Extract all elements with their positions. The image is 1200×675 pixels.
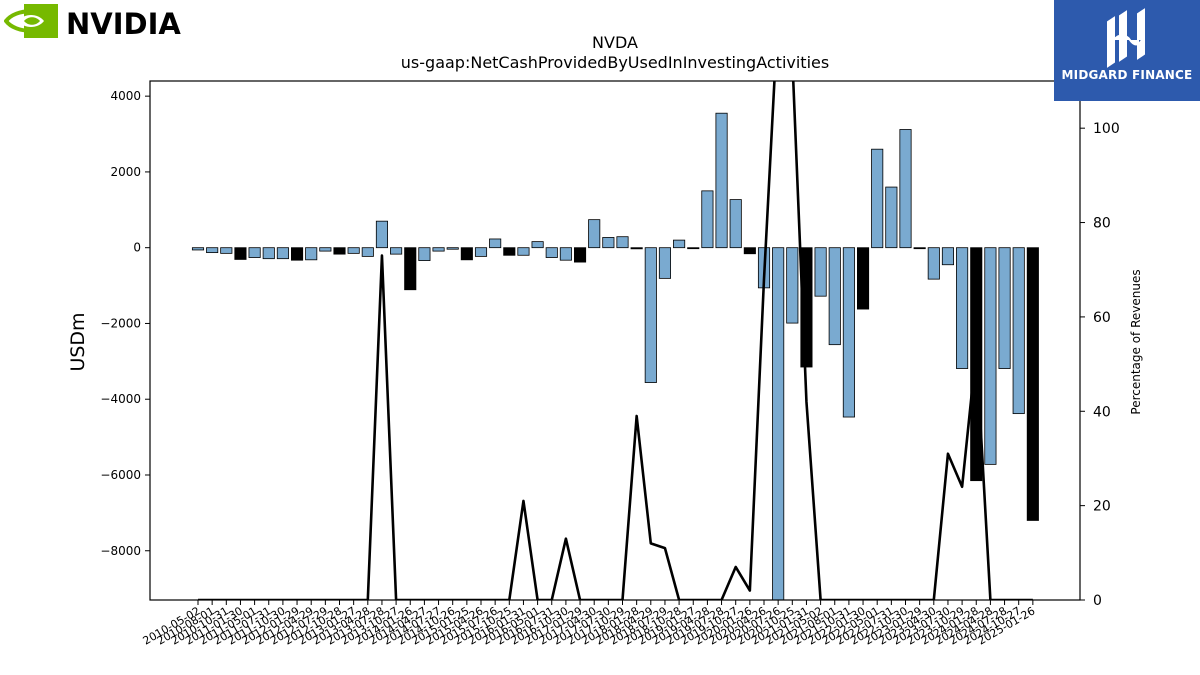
bar-2023-01-29 [913, 247, 926, 250]
bar-2013-04-28 [361, 247, 374, 257]
bar-2012-10-28 [333, 247, 346, 255]
y-tick-label: −6000 [100, 468, 141, 482]
percentage-of-revenues-line [198, 81, 1033, 600]
line-layer [198, 81, 1033, 600]
chart-title: NVDA [592, 33, 638, 52]
bar-2011-01-30 [234, 247, 247, 260]
bar-2020-07-26 [772, 247, 785, 600]
bar-2011-05-01 [248, 247, 261, 258]
y2-tick-label: 40 [1093, 404, 1111, 420]
bar-2013-07-28 [375, 220, 388, 249]
bar-2017-01-29 [574, 247, 587, 263]
bar-2017-04-30 [588, 219, 601, 249]
bar-2015-07-26 [489, 238, 502, 249]
bar-2024-10-27 [1012, 247, 1025, 415]
y-tick-label: 2000 [110, 165, 141, 179]
chart-subtitle: us-gaap:NetCashProvidedByUsedInInvesting… [401, 53, 829, 72]
bar-2012-07-29 [319, 247, 332, 252]
bar-2021-10-31 [842, 247, 855, 418]
y-tick-label: −2000 [100, 316, 141, 330]
bar-2019-10-27 [729, 199, 742, 249]
bar-2013-01-27 [347, 247, 360, 254]
y2-tick-label: 100 [1093, 121, 1120, 137]
bar-2010-08-01 [206, 247, 219, 254]
bar-2019-01-27 [687, 247, 700, 250]
nvidia-wordmark: NVIDIA [66, 7, 181, 41]
bar-2022-01-30 [857, 247, 870, 310]
bar-2020-01-26 [743, 247, 756, 255]
bar-2022-07-31 [885, 186, 898, 249]
plot-frame [149, 80, 1081, 601]
y2-tick-label: 20 [1093, 499, 1111, 515]
bar-2016-10-30 [559, 247, 572, 261]
nvidia-logo: NVIDIA [3, 4, 204, 44]
y-tick-label: 4000 [110, 89, 141, 103]
axes-layer: 4000 2000 0 −2000 −4000 −6000 −8000 0 20 40 60 80 10… [100, 80, 1120, 648]
bar-2024-04-28 [984, 247, 997, 465]
bar-2012-01-29 [290, 247, 304, 261]
bar-2016-05-01 [531, 241, 544, 249]
y2-axis-label: Percentage of Revenues [1129, 269, 1143, 414]
bar-2015-01-25 [460, 247, 473, 261]
y2-tick-label: 80 [1093, 216, 1111, 232]
bar-2011-10-30 [276, 247, 289, 260]
bar-2010-10-31 [220, 247, 233, 254]
bar-2021-01-31 [800, 247, 813, 368]
y2-tick-label: 0 [1093, 593, 1102, 609]
bar-2014-04-27 [418, 247, 431, 261]
bar-2017-10-29 [616, 236, 629, 249]
bar-2023-04-30 [927, 247, 940, 280]
bar-2021-08-01 [828, 247, 841, 346]
bar-2019-07-28 [715, 112, 728, 249]
bar-2018-07-29 [658, 247, 671, 279]
bar-2017-07-30 [602, 237, 615, 249]
bar-2023-10-29 [956, 247, 969, 369]
midgard-emblem-icon [1107, 8, 1145, 68]
bar-2021-05-02 [814, 247, 827, 297]
bar-2010-05-02 [191, 247, 205, 251]
midgard-wordmark: MIDGARD FINANCE [1061, 68, 1193, 82]
bar-2018-10-28 [673, 239, 686, 249]
bar-2016-01-31 [517, 247, 530, 256]
bar-2018-01-28 [630, 247, 643, 250]
bar-2019-04-28 [701, 190, 714, 249]
bar-2015-10-25 [503, 247, 516, 256]
bar-2014-07-27 [432, 247, 445, 252]
bar-2015-04-26 [474, 247, 488, 257]
bar-2025-01-26 [1026, 247, 1039, 521]
y-axis-label: USDm [67, 312, 89, 371]
bar-2014-01-26 [404, 247, 417, 291]
bar-2016-07-31 [545, 247, 558, 258]
bar-2023-07-30 [941, 247, 954, 266]
y2-tick-label: 60 [1093, 310, 1111, 326]
y-tick-label: −8000 [100, 544, 141, 558]
bars-layer [191, 112, 1039, 600]
bar-2022-10-30 [899, 129, 912, 249]
y-tick-label: 0 [133, 241, 141, 255]
bar-2020-10-25 [786, 247, 799, 324]
y-tick-label: −4000 [100, 392, 141, 406]
bar-2014-10-26 [446, 247, 459, 250]
bar-2012-04-29 [305, 247, 318, 261]
bar-2011-07-31 [262, 247, 275, 260]
bar-2024-07-28 [998, 247, 1011, 369]
bar-2022-05-01 [871, 148, 884, 249]
midgard-finance-logo: MIDGARD FINANCE [1054, 0, 1200, 101]
bar-2018-04-29 [644, 247, 657, 383]
bar-2013-10-27 [390, 247, 403, 255]
